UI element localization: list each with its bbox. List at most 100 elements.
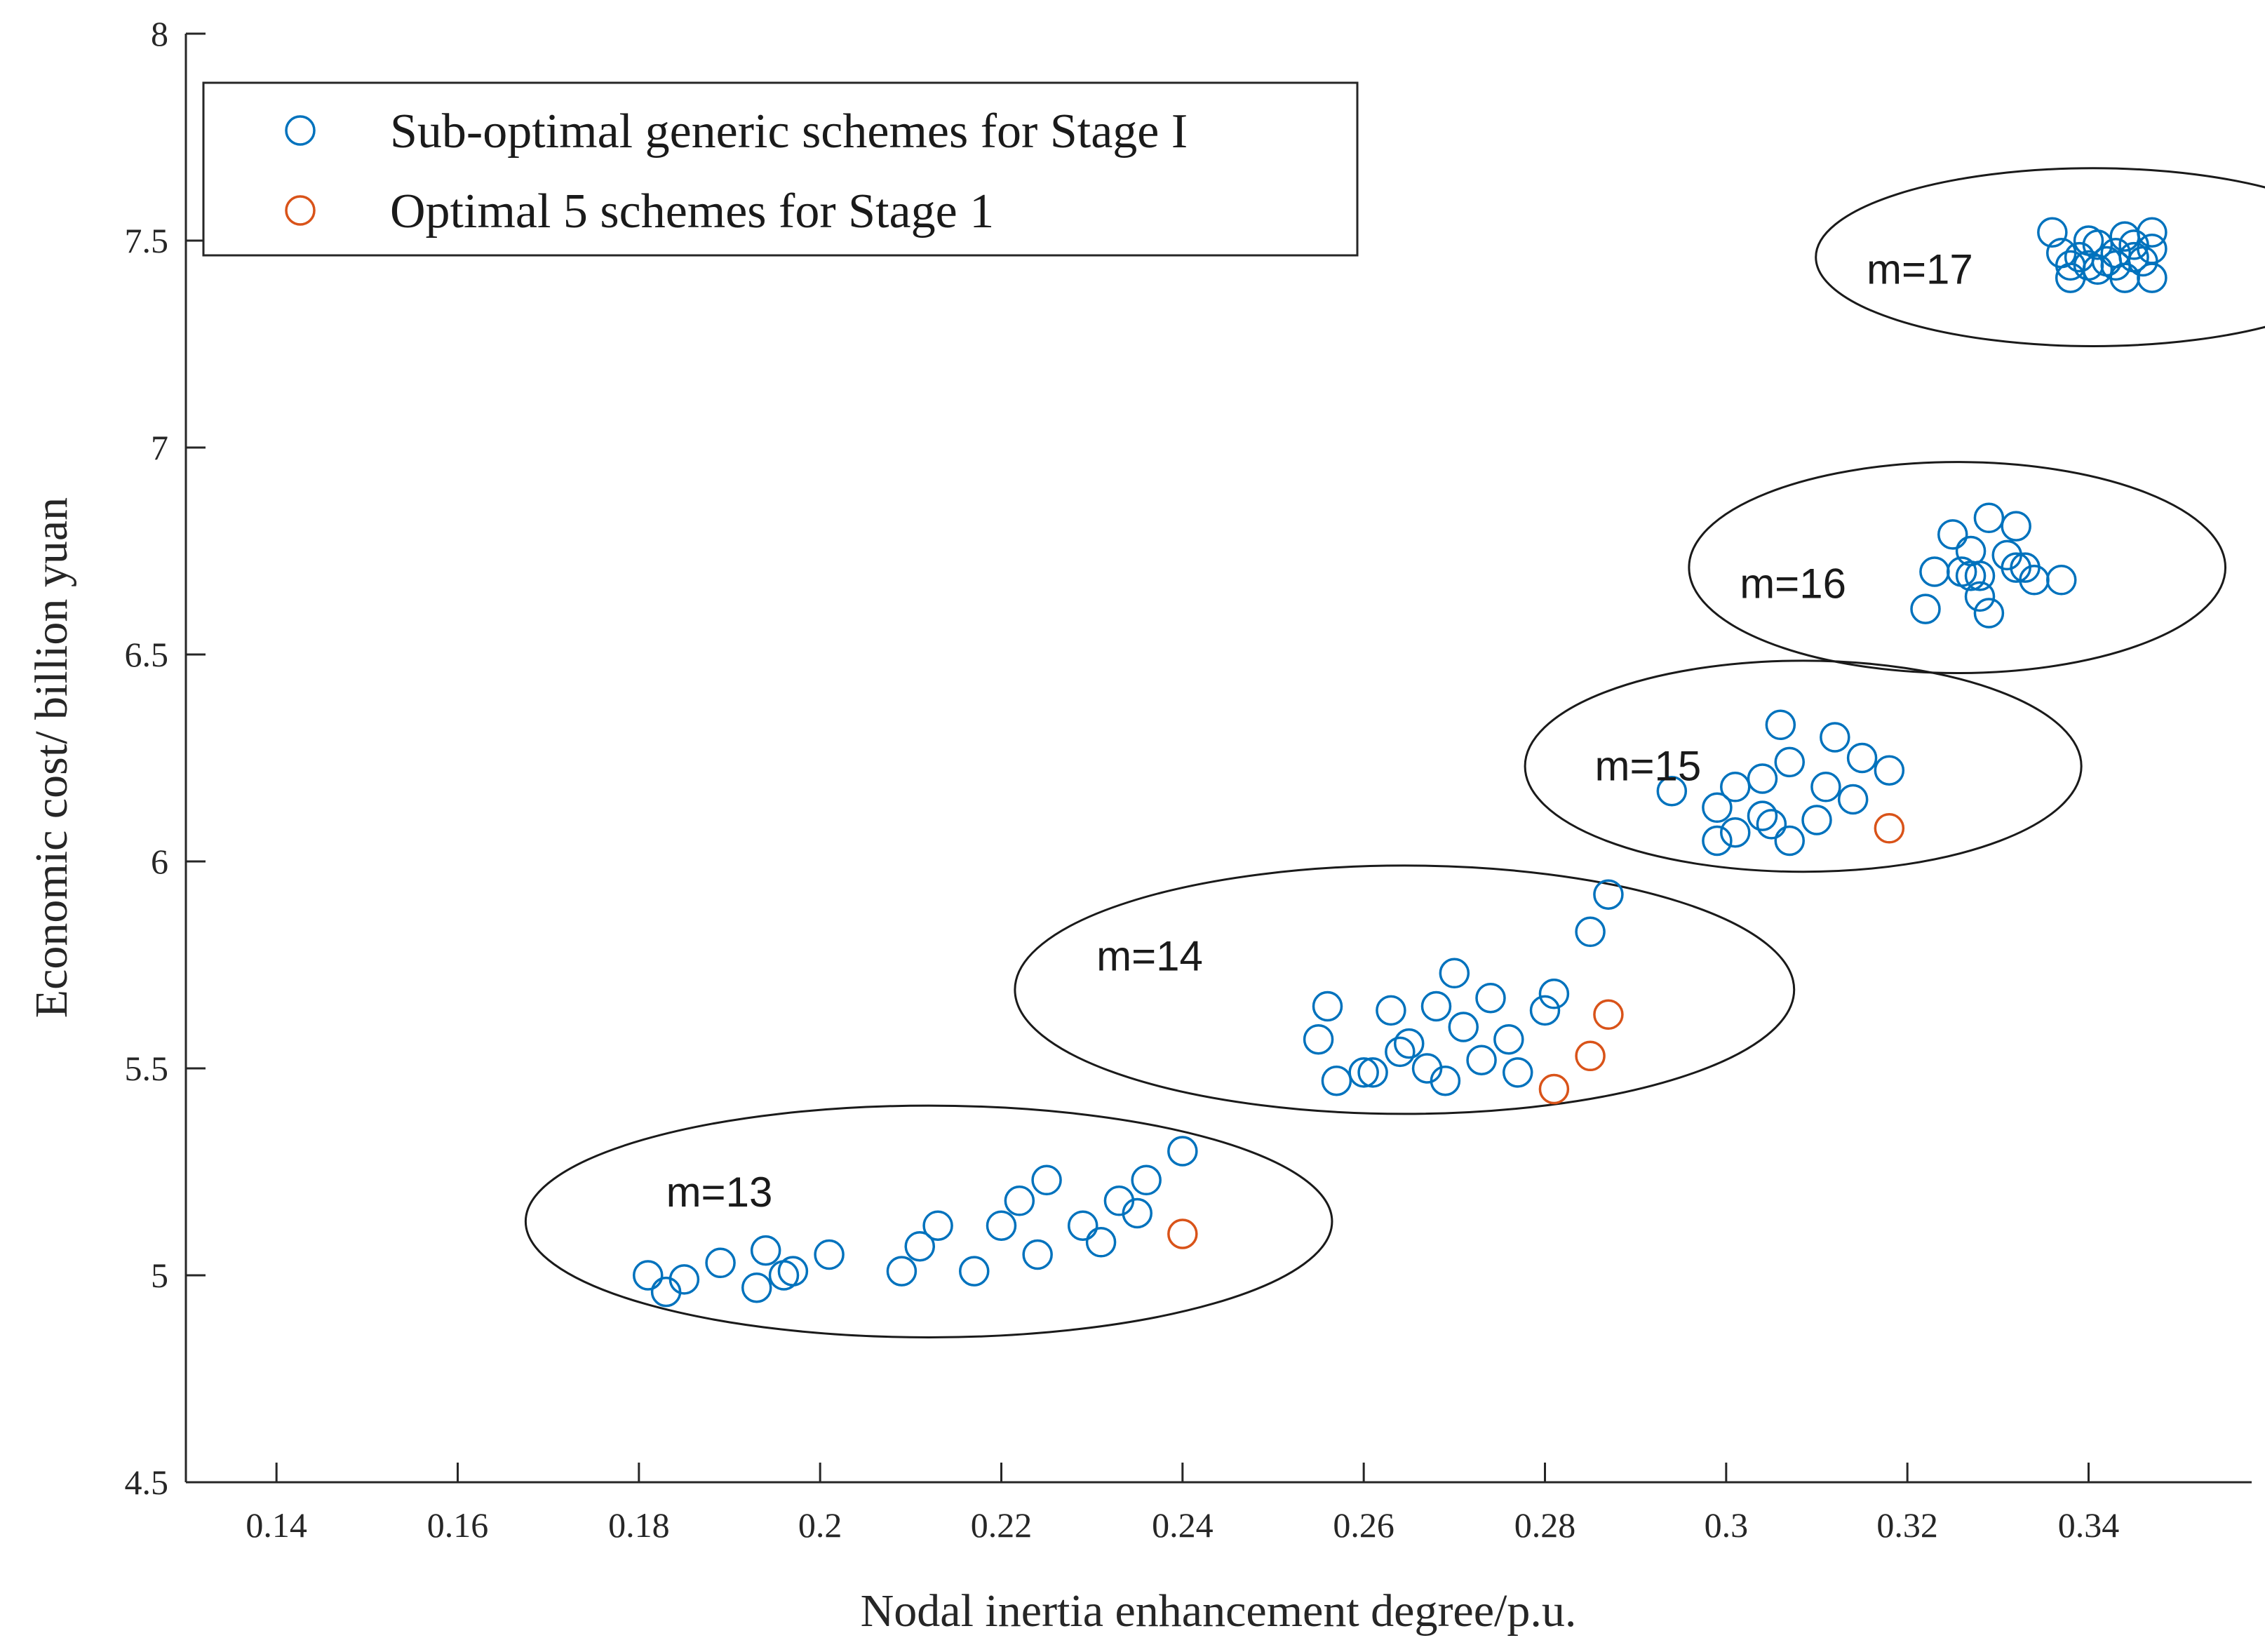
- group-ellipse-4: [1815, 167, 2265, 347]
- legend-label-suboptimal: Sub-optimal generic schemes for Stage I: [390, 105, 1188, 159]
- suboptimal-point-76: [2046, 565, 2077, 596]
- suboptimal-point-68: [1964, 560, 1996, 591]
- suboptimal-point-41: [1538, 979, 1570, 1009]
- suboptimal-point-96: [2137, 217, 2167, 248]
- x-axis-title: Nodal inertia enhancement degree/p.u.: [861, 1585, 1577, 1637]
- optimal-point-3: [1593, 999, 1624, 1030]
- suboptimal-point-12: [959, 1256, 990, 1287]
- suboptimal-point-40: [1529, 995, 1561, 1026]
- suboptimal-point-61: [1910, 593, 1941, 624]
- suboptimal-point-44: [1656, 775, 1688, 807]
- x-tick-label-0: 0.14: [246, 1505, 307, 1545]
- x-tick-label-6: 0.26: [1333, 1505, 1394, 1545]
- suboptimal-point-60: [1874, 755, 1905, 786]
- suboptimal-point-28: [1376, 995, 1406, 1026]
- suboptimal-point-59: [1846, 742, 1878, 774]
- suboptimal-point-65: [1955, 560, 1987, 591]
- y-ticks: 4.5 5 5.5 6 6.5 7 7.5 8: [125, 14, 206, 1502]
- y-axis-title: Economic cost/ billion yuan: [26, 497, 77, 1018]
- suboptimal-point-25: [1321, 1065, 1352, 1096]
- suboptimal-point-5: [750, 1235, 781, 1266]
- legend-marker-suboptimal: [285, 115, 316, 146]
- suboptimal-point-70: [1973, 598, 2005, 629]
- suboptimal-point-29: [1385, 1036, 1416, 1068]
- suboptimal-point-84: [2082, 229, 2113, 260]
- legend-box: [202, 81, 1359, 257]
- suboptimal-point-33: [1430, 1065, 1461, 1096]
- suboptimal-point-57: [1820, 722, 1850, 753]
- group-ellipse-2: [1524, 659, 2083, 873]
- suboptimal-point-4: [741, 1272, 772, 1303]
- suboptimal-point-21: [1131, 1164, 1162, 1196]
- suboptimal-point-38: [1493, 1023, 1524, 1055]
- group-label-0: m=13: [666, 1169, 773, 1216]
- suboptimal-point-93: [2128, 246, 2158, 277]
- suboptimal-point-10: [904, 1230, 935, 1262]
- suboptimal-point-14: [1004, 1186, 1035, 1216]
- suboptimal-point-85: [2082, 254, 2113, 286]
- suboptimal-point-50: [1747, 763, 1778, 794]
- optimal-point-2: [1575, 1040, 1606, 1072]
- legend-label-optimal: Optimal 5 schemes for Stage 1: [390, 184, 994, 239]
- suboptimal-point-16: [1031, 1164, 1062, 1196]
- suboptimal-point-23: [1303, 1023, 1334, 1055]
- suboptimal-point-43: [1593, 879, 1624, 910]
- suboptimal-point-37: [1475, 982, 1506, 1014]
- x-tick-label-2: 0.18: [608, 1505, 670, 1545]
- suboptimal-point-52: [1765, 709, 1796, 741]
- suboptimal-point-58: [1837, 784, 1869, 815]
- suboptimal-point-39: [1503, 1057, 1533, 1088]
- suboptimal-point-63: [1937, 519, 1968, 550]
- legend: Sub-optimal generic schemes for Stage I …: [202, 81, 1359, 257]
- x-tick-label-9: 0.32: [1876, 1505, 1938, 1545]
- suboptimal-point-45: [1702, 825, 1733, 857]
- suboptimal-point-20: [1122, 1197, 1152, 1229]
- x-tick-label-3: 0.2: [798, 1505, 842, 1545]
- y-tick-label-7: 8: [151, 14, 168, 53]
- suboptimal-point-13: [986, 1210, 1017, 1241]
- suboptimal-point-51: [1756, 809, 1787, 840]
- x-tick-label-10: 0.34: [2058, 1505, 2120, 1545]
- suboptimal-point-42: [1575, 916, 1606, 948]
- suboptimal-point-77: [2037, 217, 2068, 248]
- group-label-4: m=17: [1867, 246, 1973, 293]
- suboptimal-point-49: [1747, 800, 1778, 831]
- suboptimal-point-32: [1420, 990, 1452, 1022]
- suboptimal-point-48: [1720, 817, 1751, 848]
- y-tick-label-5: 7: [151, 428, 168, 467]
- x-tick-label-5: 0.24: [1152, 1505, 1214, 1545]
- suboptimal-point-69: [1973, 502, 2005, 534]
- group-ellipse-0: [524, 1104, 1333, 1339]
- y-tick-label-2: 5.5: [125, 1049, 169, 1088]
- x-ticks: 0.14 0.16 0.18 0.2 0.22 0.24 0.26 0.28 0.3 0.32 0.…: [246, 1463, 2119, 1545]
- y-tick-label-3: 6: [151, 842, 168, 881]
- suboptimal-point-11: [922, 1210, 953, 1241]
- suboptimal-point-17: [1068, 1210, 1098, 1241]
- suboptimal-point-30: [1394, 1028, 1425, 1059]
- x-tick-label-1: 0.16: [427, 1505, 489, 1545]
- suboptimal-point-34: [1439, 958, 1470, 989]
- group-label-1: m=14: [1096, 933, 1203, 980]
- suboptimal-point-0: [633, 1260, 664, 1291]
- group-ellipses: [524, 167, 2265, 1339]
- suboptimal-point-8: [814, 1239, 845, 1270]
- group-ellipse-3: [1688, 461, 2227, 675]
- suboptimal-point-73: [2001, 511, 2031, 542]
- x-tick-label-7: 0.28: [1514, 1505, 1576, 1545]
- suboptimal-point-35: [1448, 1012, 1479, 1042]
- suboptimal-point-67: [1964, 581, 1996, 612]
- suboptimal-point-53: [1774, 825, 1805, 857]
- suboptimal-point-36: [1466, 1045, 1497, 1075]
- optimal-point-4: [1874, 813, 1905, 844]
- suboptimal-point-54: [1774, 746, 1805, 778]
- suboptimal-point-94: [2137, 262, 2167, 293]
- group-label-2: m=15: [1595, 742, 1702, 789]
- x-tick-label-8: 0.3: [1705, 1505, 1749, 1545]
- group-label-3: m=16: [1740, 560, 1846, 607]
- suboptimal-point-15: [1022, 1239, 1053, 1270]
- suboptimal-point-18: [1085, 1227, 1117, 1258]
- suboptimal-point-22: [1167, 1136, 1198, 1167]
- x-tick-label-4: 0.22: [971, 1505, 1033, 1545]
- group-ellipse-1: [1014, 864, 1796, 1115]
